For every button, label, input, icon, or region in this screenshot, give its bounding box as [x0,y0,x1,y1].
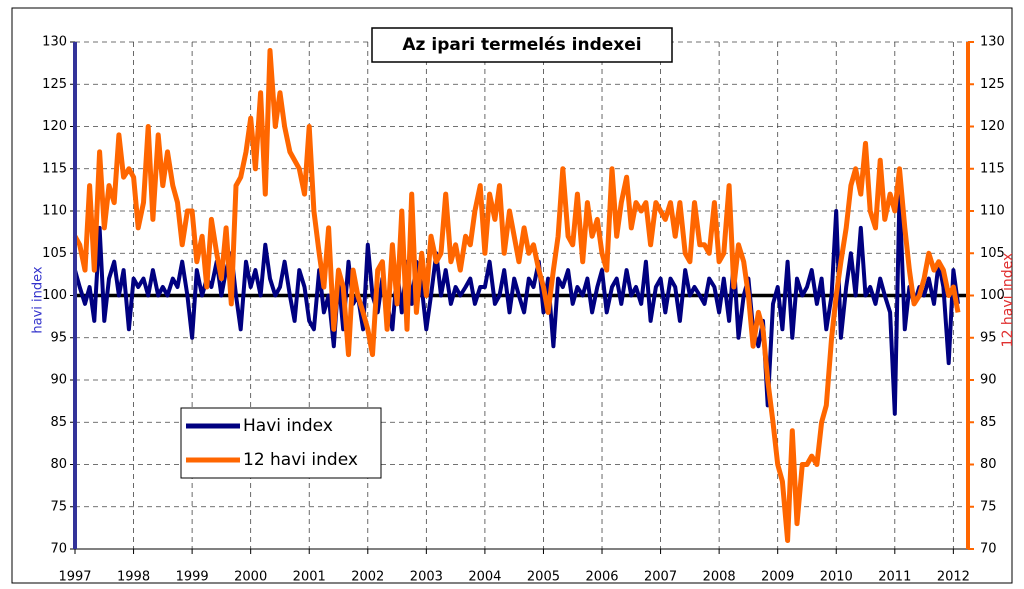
y-tick-label: 80 [50,457,67,472]
x-tick-label: 2009 [761,570,794,585]
y2-axis-label: 12 havi index [1000,253,1016,348]
y-tick-label: 125 [42,77,67,92]
x-tick-label: 2006 [585,570,618,585]
y-tick-label: 90 [50,373,67,388]
lines [72,48,968,543]
x-tick-label: 2005 [527,570,560,585]
series-line [72,48,961,543]
y-tick-label: 95 [50,330,67,345]
y-tick-label: 70 [50,542,67,557]
y2-tick-label: 120 [980,119,1005,134]
legend-label: 12 havi index [243,450,358,470]
x-tick-label: 1997 [58,570,91,585]
y2-tick-label: 70 [980,542,997,557]
y-tick-label: 115 [42,161,67,176]
x-tick-label: 2001 [293,570,326,585]
y2-tick-label: 130 [980,35,1005,50]
x-tick-label: 1998 [117,570,150,585]
y-tick-label: 105 [42,246,67,261]
x-tick-label: 2011 [878,570,911,585]
y-tick-label: 120 [42,119,67,134]
y2-tick-label: 85 [980,415,997,430]
y2-tick-label: 100 [980,288,1005,303]
y2-tick-label: 115 [980,161,1005,176]
y2-tick-label: 75 [980,499,997,514]
title-box [371,27,673,63]
y2-tick-label: 105 [980,246,1005,261]
x-tick-label: 2012 [937,570,970,585]
y-axis-label: havi index [31,266,46,334]
series-line [73,192,960,416]
y2-tick-label: 125 [980,77,1005,92]
y-tick-label: 75 [50,499,67,514]
x-tick-label: 2008 [703,570,736,585]
y2-tick-label: 90 [980,373,997,388]
y-tick-label: 100 [42,288,67,303]
y2-tick-label: 110 [980,204,1005,219]
y-tick-label: 85 [50,415,67,430]
x-tick-label: 2004 [468,570,501,585]
y2-tick-label: 80 [980,457,997,472]
x-tick-label: 1999 [176,570,209,585]
x-tick-label: 2003 [410,570,443,585]
x-tick-label: 2000 [234,570,267,585]
legend-box [180,407,382,479]
legend-label: Havi index [243,416,333,436]
x-tick-label: 2010 [820,570,853,585]
x-tick-label: 2007 [644,570,677,585]
y-tick-label: 110 [42,204,67,219]
x-tick-label: 2002 [351,570,384,585]
chart-title: Az ipari termelés indexei [402,35,641,55]
y2-tick-label: 95 [980,330,997,345]
y-tick-label: 130 [42,35,67,50]
